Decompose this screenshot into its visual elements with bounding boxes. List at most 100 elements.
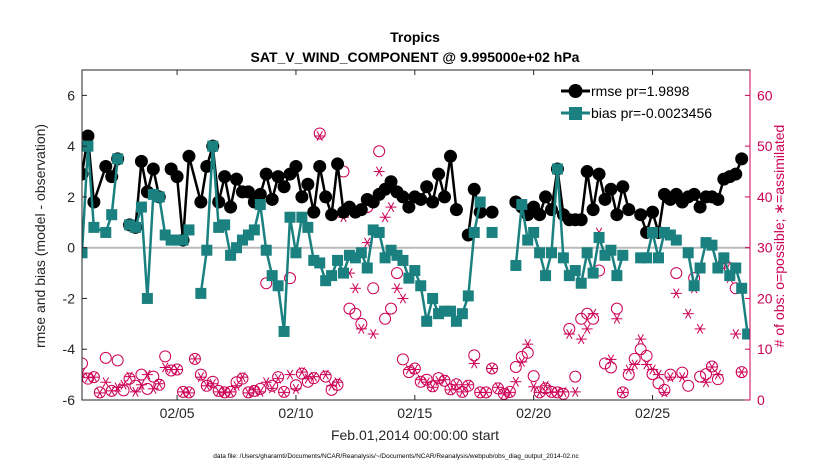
obs-assimilated-marker [171, 364, 183, 375]
obs-assimilated-marker [433, 375, 445, 386]
rmse-point [194, 195, 208, 209]
obs-possible-marker [355, 317, 368, 330]
bias-point [712, 262, 724, 274]
obs-assimilated-marker [308, 371, 320, 382]
obs-assimilated-marker [296, 367, 308, 378]
rmse-point [277, 180, 291, 194]
chart-subtitle: SAT_V_WIND_COMPONENT @ 9.995000e+02 hPa [251, 49, 580, 65]
obs-assimilated-marker [278, 387, 290, 398]
obs-possible-marker [272, 371, 285, 384]
obs-assimilated-marker [254, 386, 266, 397]
bias-point [462, 290, 474, 302]
obs-possible-marker [503, 385, 516, 398]
bias-point [736, 282, 748, 294]
rmse-point [687, 187, 701, 201]
rmse-point [230, 172, 244, 186]
obs-possible-marker [266, 379, 279, 392]
bias-point [700, 237, 712, 249]
bias-point [183, 224, 195, 236]
y-left-tick-label: 2 [67, 189, 75, 205]
bias-point [742, 328, 750, 340]
obs-assimilated-marker [492, 382, 504, 393]
bias-point [581, 247, 593, 259]
bias-point [563, 270, 575, 282]
obs-assimilated-marker [236, 372, 248, 383]
rmse-point [265, 192, 279, 206]
obs-assimilated-marker [373, 166, 385, 177]
rmse-point [134, 154, 148, 168]
bias-point [575, 277, 587, 289]
rmse-point [82, 129, 95, 143]
obs-assimilated-marker [391, 283, 403, 294]
obs-assimilated-marker [462, 379, 474, 390]
obs-assimilated-marker [635, 334, 647, 345]
obs-possible-marker [123, 372, 136, 385]
bias-point [302, 221, 314, 233]
rmse-point [711, 192, 725, 206]
obs-assimilated-marker [189, 353, 201, 364]
obs-assimilated-marker [266, 383, 278, 394]
obs-assimilated-marker [629, 359, 641, 370]
legend-bias-marker [569, 107, 582, 120]
obs-possible-marker [664, 368, 677, 381]
bias-point [593, 232, 605, 244]
obs-possible-marker [569, 370, 582, 383]
bias-point [670, 234, 682, 246]
rmse-point [592, 167, 606, 181]
y-right-tick-label: 50 [757, 138, 773, 154]
rmse-point [301, 177, 315, 191]
y-right-tick-label: 0 [757, 392, 765, 408]
rmse-point [87, 195, 101, 209]
y-right-tick-label: 40 [757, 189, 773, 205]
obs-possible-marker [153, 378, 166, 391]
obs-assimilated-marker [694, 323, 706, 334]
series-layer [82, 129, 750, 340]
obs-assimilated-marker [498, 388, 510, 399]
bias-point [82, 247, 88, 259]
x-tick-label: 02/05 [160, 405, 195, 421]
rmse-point [539, 190, 553, 204]
bias-point [361, 262, 373, 274]
bias-point [236, 234, 248, 246]
rmse-point [533, 208, 547, 222]
obs-possible-marker [509, 361, 522, 373]
obs-assimilated-marker [534, 387, 546, 398]
obs-assimilated-marker [468, 358, 480, 369]
bias-point [337, 267, 349, 279]
rmse-point [580, 165, 594, 179]
bias-point [231, 242, 243, 254]
obs-assimilated-marker [141, 369, 153, 380]
bias-point [569, 265, 581, 277]
obs-assimilated-marker [272, 373, 284, 384]
obs-assimilated-marker [486, 363, 498, 374]
bias-point [421, 315, 433, 327]
bias-point [611, 270, 623, 282]
obs-possible-marker [289, 379, 302, 392]
rmse-point [610, 208, 624, 222]
obs-possible-marker [628, 352, 641, 365]
obs-possible-marker [563, 322, 576, 335]
data-file-footnote: data file: /Users/gharamti/Documents/NCA… [213, 453, 579, 460]
obs-possible-marker [652, 377, 665, 390]
bias-point [201, 244, 213, 256]
obs-assimilated-marker [569, 386, 581, 397]
obs-assimilated-marker [682, 308, 694, 319]
bias-point [266, 270, 278, 282]
obs-assimilated-marker [427, 382, 439, 393]
rmse-point [218, 170, 232, 184]
obs-possible-marker [390, 267, 403, 280]
bias-point [635, 252, 647, 264]
obs-assimilated-marker [611, 313, 623, 324]
obs-possible-marker [206, 375, 219, 388]
chart-title: Tropics [390, 29, 440, 45]
obs-possible-marker [682, 379, 695, 392]
obs-assimilated-marker [563, 328, 575, 340]
rmse-point [170, 170, 184, 184]
bias-point [159, 229, 171, 241]
y-left-tick-label: -6 [63, 392, 76, 408]
bias-point [195, 287, 207, 299]
legend-bias-label: bias pr=-0.0023456 [591, 105, 712, 121]
obs-assimilated-marker [676, 372, 688, 383]
rmse-point [604, 182, 618, 196]
obs-assimilated-marker [159, 362, 171, 373]
